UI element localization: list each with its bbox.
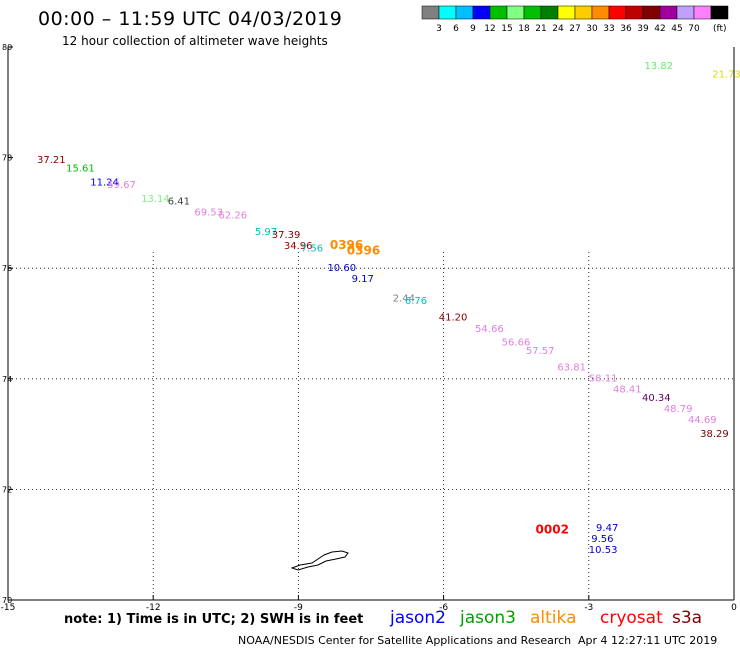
grid-lines — [8, 252, 734, 600]
colorbar-label: 12 — [484, 24, 495, 34]
x-tick-label: -6 — [439, 603, 448, 613]
wave-height-label: 48.41 — [613, 385, 642, 396]
color-legend: 3 6 9 12 15 18 21 24 27 30 33 36 39 42 45 70 (ft) — [421, 5, 729, 34]
colorbar-swatch — [693, 5, 712, 20]
wave-height-label: 7.56 — [301, 244, 323, 255]
y-tick-label: 72 — [2, 485, 12, 494]
y-tick-label: 74 — [2, 375, 12, 384]
wave-height-label: 10.53 — [589, 545, 618, 556]
wave-height-label: 21.73 — [712, 69, 740, 80]
colorbar-swatch — [710, 5, 729, 20]
colorbar-label: 33 — [603, 24, 614, 34]
x-tick-label: -9 — [294, 603, 303, 613]
colorbar-swatch — [455, 5, 474, 20]
wave-height-label: 0396 — [347, 243, 380, 257]
colorbar-label: 21 — [535, 24, 546, 34]
legend-s3a: s3a — [672, 608, 703, 628]
colorbar-swatch — [540, 5, 559, 20]
colorbar-label: 39 — [637, 24, 649, 34]
wave-height-label: 38.29 — [700, 429, 729, 440]
page-subtitle: 12 hour collection of altimeter wave hei… — [62, 34, 328, 48]
colorbar-swatch — [472, 5, 491, 20]
wave-height-label: 15.61 — [66, 163, 95, 174]
wave-height-label: 37.39 — [272, 230, 301, 241]
wave-height-label: 40.34 — [642, 393, 671, 404]
colorbar-swatch — [421, 5, 440, 20]
x-tick-label: -15 — [1, 603, 16, 613]
x-tick-label: -12 — [146, 603, 161, 613]
wave-height-label: 62.26 — [219, 210, 248, 221]
wave-height-label: 54.66 — [475, 324, 504, 335]
colorbar-swatch — [676, 5, 695, 20]
colorbar-swatch — [557, 5, 576, 20]
wave-height-label: 0396 — [330, 238, 363, 252]
wave-height-label: 56.66 — [502, 338, 531, 349]
colorbar-label: 30 — [586, 24, 598, 34]
wave-height-label: 41.20 — [439, 313, 468, 324]
page-title: 00:00 – 11:59 UTC 04/03/2019 — [38, 8, 343, 30]
wave-height-label: 9.47 — [596, 523, 618, 534]
colorbar-label: 42 — [654, 24, 665, 34]
wave-height-label: 37.21 — [37, 155, 66, 166]
colorbar-label: 9 — [470, 24, 476, 34]
x-tick-label: 0 — [731, 603, 737, 613]
y-tick-label: 80 — [2, 43, 12, 52]
colorbar-label: 36 — [620, 24, 632, 34]
colorbar-unit: (ft) — [713, 24, 727, 34]
colorbar-label: 24 — [552, 24, 564, 34]
wave-height-label: 6.76 — [405, 296, 427, 307]
colorbar-swatch — [625, 5, 644, 20]
colorbar-swatch — [438, 5, 457, 20]
wave-height-label: 6.41 — [168, 197, 190, 208]
island-outline — [290, 550, 349, 571]
wave-height-label: 48.79 — [664, 404, 693, 415]
legend-jason3: jason3 — [460, 608, 516, 628]
wave-height-label: 57.57 — [526, 346, 555, 357]
axes: -15 -12 -9 -6 -3 0 70 72 74 76 78 80 — [1, 43, 737, 613]
wave-height-label: 58.11 — [589, 374, 618, 385]
wave-height-label: 11.24 — [90, 177, 119, 188]
wave-height-label: 13.14 — [141, 194, 170, 205]
wave-height-label: 9.17 — [352, 274, 374, 285]
y-tick-label: 70 — [2, 596, 12, 605]
y-tick-label: 76 — [2, 264, 12, 273]
colorbar-label: 70 — [688, 24, 700, 34]
wave-height-label: 59.67 — [107, 180, 136, 191]
colorbar-label: 6 — [453, 24, 459, 34]
colorbar-swatch — [506, 5, 525, 20]
wave-height-label: 63.81 — [557, 363, 586, 374]
colorbar-label: 45 — [671, 24, 682, 34]
legend-cryosat: cryosat — [600, 608, 663, 628]
colorbar-swatch — [591, 5, 610, 20]
credit-line: NOAA/NESDIS Center for Satellite Applica… — [238, 634, 572, 647]
generation-timestamp: Apr 4 12:27:11 UTC 2019 — [578, 634, 718, 647]
wave-height-label: 5.97 — [255, 227, 277, 238]
legend-jason2: jason2 — [390, 608, 446, 628]
colorbar-label: 3 — [436, 24, 442, 34]
wave-height-label: 9.56 — [591, 534, 613, 545]
colorbar-swatch — [523, 5, 542, 20]
wave-height-label: 13.82 — [644, 61, 673, 72]
wave-height-label: 34.96 — [284, 241, 313, 252]
footer-note: note: 1) Time is in UTC; 2) SWH is in fe… — [64, 612, 364, 627]
colorbar-label: 27 — [569, 24, 580, 34]
wave-height-label: 0002 — [536, 523, 569, 537]
legend-altika: altika — [530, 608, 577, 628]
colorbar-label: 18 — [518, 24, 530, 34]
colorbar-label: 15 — [501, 24, 512, 34]
colorbar-swatch — [642, 5, 661, 20]
colorbar-swatch — [608, 5, 627, 20]
wave-height-label: 2.44 — [393, 293, 415, 304]
colorbar-swatch — [489, 5, 508, 20]
wave-height-label: 10.60 — [327, 263, 356, 274]
colorbar-swatch — [574, 5, 593, 20]
coastline — [290, 550, 349, 571]
y-tick-label: 78 — [2, 154, 12, 163]
colorbar-swatch — [659, 5, 678, 20]
wave-height-label: 69.53 — [194, 208, 223, 219]
wave-height-label: 44.69 — [688, 415, 717, 426]
x-tick-label: -3 — [584, 603, 593, 613]
